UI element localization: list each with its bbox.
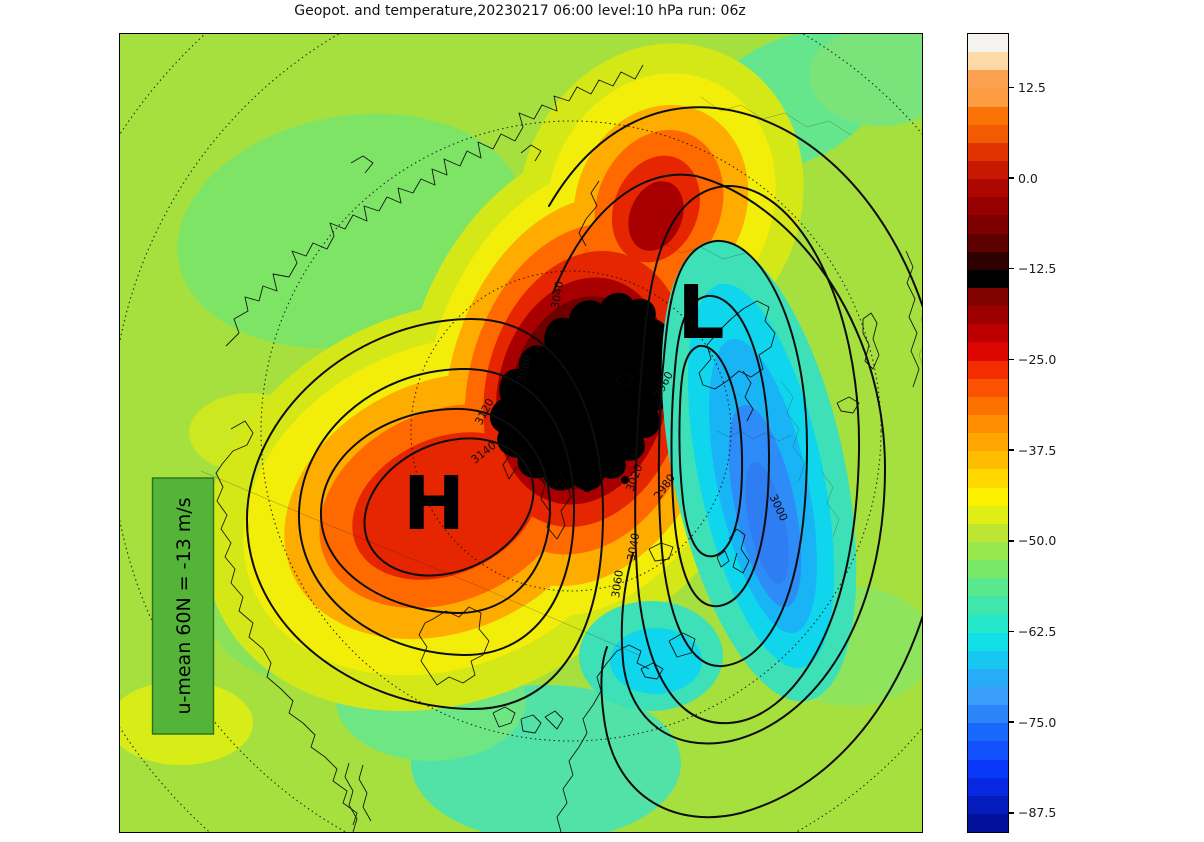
- colorbar-segment: [968, 233, 1008, 252]
- coastlines: [215, 64, 920, 832]
- colorbar-segment: [968, 215, 1008, 234]
- tick-label: 12.5: [1018, 79, 1046, 95]
- u-mean-annotation: u-mean 60N = -13 m/s: [151, 477, 215, 735]
- tick-mark: [1008, 630, 1014, 633]
- colorbar-segment: [968, 414, 1008, 434]
- tick-mark: [1008, 86, 1014, 89]
- colorbar-segment: [968, 741, 1008, 760]
- chart-title: Geopot. and temperature,20230217 06:00 l…: [294, 3, 746, 19]
- colorbar-segment: [968, 269, 1008, 288]
- colorbar: [967, 33, 1009, 833]
- tick-label: −87.5: [1018, 805, 1057, 821]
- colorbar-segment: [968, 560, 1008, 579]
- high-center-label: H: [403, 461, 465, 547]
- colorbar-segment: [968, 433, 1008, 452]
- colorbar-segment: [968, 759, 1008, 778]
- annotation-text: u-mean 60N = -13 m/s: [173, 497, 195, 714]
- colorbar-segment: [968, 541, 1008, 561]
- tick-mark: [1008, 268, 1014, 270]
- geopotential-contours: [245, 106, 922, 819]
- colorbar-segment: [968, 614, 1008, 633]
- tick-mark: [1008, 721, 1014, 723]
- colorbar-segment: [968, 124, 1008, 143]
- colorbar-segments: [968, 34, 1008, 833]
- colorbar-segment: [968, 523, 1008, 542]
- colorbar-segment: [968, 342, 1008, 361]
- colorbar-segment: [968, 632, 1008, 651]
- tick-label: −25.0: [1018, 351, 1057, 367]
- colorbar-segment: [968, 687, 1008, 706]
- colorbar-segment: [968, 106, 1008, 125]
- colorbar-segment: [968, 70, 1008, 89]
- colorbar-segment: [968, 88, 1008, 107]
- colorbar-segment: [968, 795, 1008, 815]
- low-center-label: L: [677, 270, 724, 356]
- annotation-box: [151, 477, 215, 735]
- colorbar-segment: [968, 650, 1008, 669]
- contour-label: 3040: [625, 532, 643, 562]
- colorbar-segment: [968, 160, 1008, 180]
- colorbar-segment: [968, 705, 1008, 724]
- colorbar-segment: [968, 287, 1008, 307]
- tick-label: 0.0: [1018, 170, 1038, 186]
- tick-label: −37.5: [1018, 442, 1057, 458]
- contour-label: 3060: [609, 569, 626, 599]
- colorbar-segment: [968, 34, 1008, 53]
- colorbar-segment: [968, 52, 1008, 71]
- colorbar-segment: [968, 179, 1008, 198]
- colorbar-segment: [968, 142, 1008, 161]
- contour-label: 3040: [549, 280, 567, 310]
- tick-mark: [1008, 812, 1014, 814]
- colorbar-segment: [968, 668, 1008, 688]
- colorbar-segment: [968, 251, 1008, 270]
- latitude-circles: [120, 34, 922, 832]
- colorbar-segment: [968, 469, 1008, 488]
- tick-label: −12.5: [1018, 261, 1057, 277]
- colorbar-segment: [968, 487, 1008, 506]
- colorbar-segment: [968, 396, 1008, 415]
- colorbar-segment: [968, 197, 1008, 216]
- colorbar-segment: [968, 596, 1008, 615]
- tick-mark: [1008, 449, 1014, 451]
- tick-label: −62.5: [1018, 624, 1057, 639]
- warm-core-blob: [489, 292, 674, 491]
- colorbar-segment: [968, 451, 1008, 470]
- colorbar-segment: [968, 723, 1008, 742]
- colorbar-segment: [968, 578, 1008, 597]
- colorbar-segment: [968, 360, 1008, 379]
- colorbar-segment: [968, 378, 1008, 397]
- tick-mark: [1008, 177, 1014, 179]
- colorbar-segment: [968, 306, 1008, 325]
- colorbar-segment: [968, 777, 1008, 796]
- tick-label: −75.0: [1018, 714, 1057, 730]
- colorbar-segment: [968, 324, 1008, 343]
- colorbar-segment: [968, 814, 1008, 833]
- colorbar-segment: [968, 505, 1008, 524]
- tick-label: −50.0: [1018, 533, 1057, 549]
- tick-mark: [1008, 540, 1014, 542]
- tick-mark: [1008, 358, 1014, 361]
